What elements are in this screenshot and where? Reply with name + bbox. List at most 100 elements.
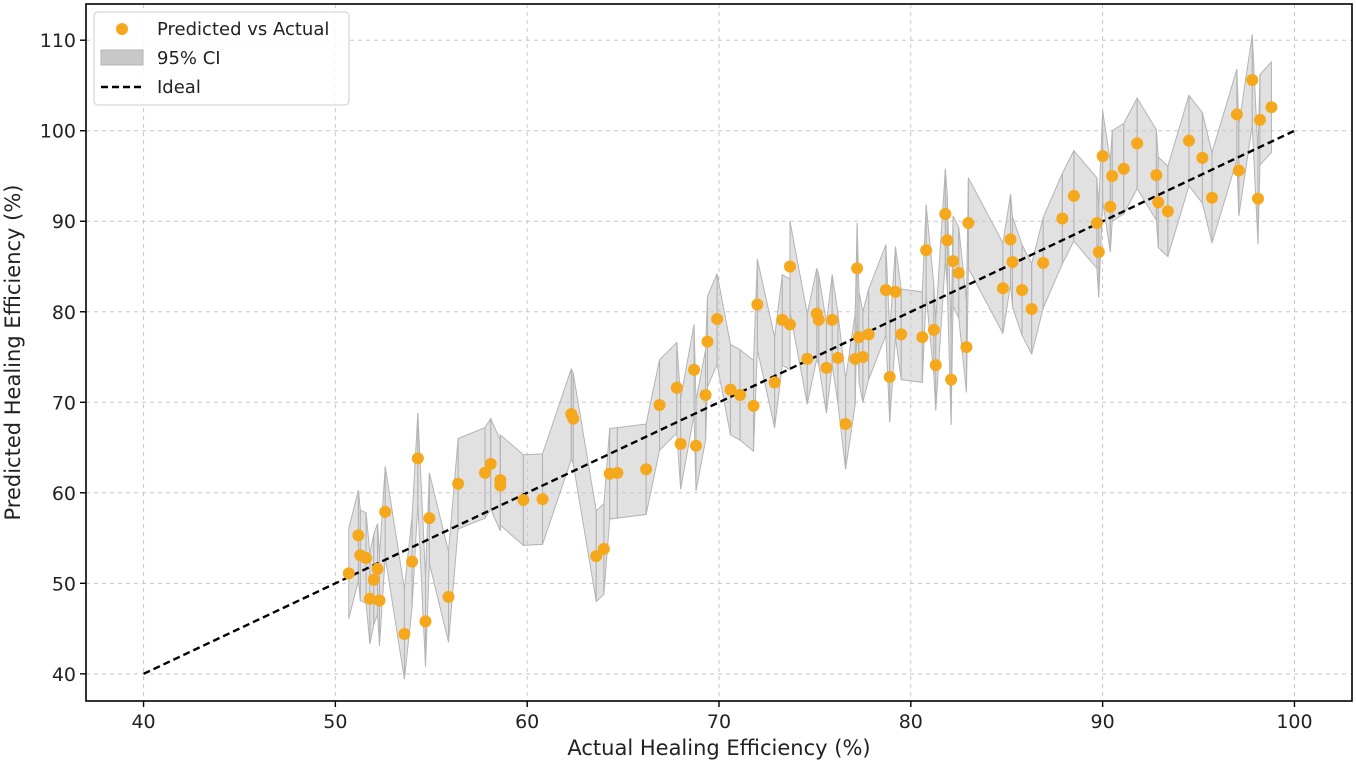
ci-segment-11 bbox=[417, 413, 427, 667]
ideal-line-group bbox=[143, 129, 1295, 675]
ci-segment-82 bbox=[1102, 110, 1111, 253]
ci-segment-23 bbox=[572, 373, 597, 602]
legend-label-ci: 95% CI bbox=[157, 48, 221, 69]
data-point-54 bbox=[853, 331, 866, 344]
data-point-96 bbox=[1252, 192, 1265, 205]
x-tick-label-100: 100 bbox=[1276, 711, 1312, 733]
data-point-73 bbox=[1004, 233, 1017, 246]
axis-ticks: 40 50 60 70 80 90 100 40 50 60 70 80 90 100 110 bbox=[40, 30, 1313, 733]
x-tick-label-60: 60 bbox=[515, 711, 539, 733]
ci-segment-76 bbox=[1031, 217, 1044, 355]
data-point-43 bbox=[783, 318, 796, 331]
data-point-72 bbox=[996, 282, 1009, 295]
legend-label-points: Predicted vs Actual bbox=[157, 19, 329, 40]
data-point-0 bbox=[342, 567, 355, 580]
data-point-68 bbox=[947, 255, 960, 268]
data-point-95 bbox=[1246, 74, 1259, 87]
y-tick-label-60: 60 bbox=[52, 483, 76, 505]
data-point-47 bbox=[812, 313, 825, 326]
ci-segment-49 bbox=[831, 274, 839, 404]
ci-segment-59 bbox=[894, 246, 902, 380]
ci-segment-94 bbox=[1238, 34, 1253, 216]
data-point-86 bbox=[1131, 137, 1144, 150]
data-point-24 bbox=[590, 550, 603, 563]
data-point-12 bbox=[419, 615, 432, 628]
data-point-32 bbox=[688, 363, 701, 376]
ci-segment-71 bbox=[967, 177, 1004, 334]
ci-segment-35 bbox=[706, 273, 718, 388]
ci-segment-58 bbox=[889, 246, 896, 423]
ci-segment-44 bbox=[789, 221, 808, 405]
x-tick-label-90: 90 bbox=[1091, 711, 1115, 733]
ci-segment-56 bbox=[868, 244, 887, 380]
ci-segment-4 bbox=[369, 534, 375, 645]
data-point-44 bbox=[783, 260, 796, 273]
ci-segment-90 bbox=[1188, 93, 1203, 205]
ci-segment-48 bbox=[825, 274, 833, 414]
data-point-16 bbox=[478, 466, 491, 479]
data-point-69 bbox=[952, 266, 965, 279]
x-tick-label-80: 80 bbox=[899, 711, 923, 733]
ci-segment-95 bbox=[1251, 34, 1259, 244]
ci-segment-81 bbox=[1098, 110, 1104, 298]
data-point-57 bbox=[879, 284, 892, 297]
data-point-83 bbox=[1104, 200, 1117, 213]
data-point-74 bbox=[1006, 255, 1019, 268]
ci-segment-15 bbox=[457, 426, 486, 530]
data-point-98 bbox=[1265, 101, 1278, 114]
data-point-90 bbox=[1182, 134, 1195, 147]
x-axis-label: Actual Healing Efficiency (%) bbox=[567, 736, 870, 760]
ci-segment-85 bbox=[1123, 97, 1138, 215]
legend-patch-ci bbox=[100, 49, 144, 66]
x-tick-label-40: 40 bbox=[131, 711, 155, 733]
data-point-92 bbox=[1205, 191, 1218, 204]
data-point-28 bbox=[640, 463, 653, 476]
ci-segment-47 bbox=[818, 274, 827, 414]
y-axis-label: Predicted Healing Efficiency (%) bbox=[1, 185, 25, 521]
y-tick-label-50: 50 bbox=[52, 573, 76, 595]
data-point-93 bbox=[1230, 108, 1243, 121]
data-point-53 bbox=[851, 262, 864, 275]
legend-box bbox=[93, 11, 350, 106]
data-point-8 bbox=[379, 505, 392, 518]
ci-segment-7 bbox=[378, 466, 386, 646]
data-point-9 bbox=[398, 628, 411, 641]
data-point-63 bbox=[927, 323, 940, 336]
x-tick-label-50: 50 bbox=[323, 711, 347, 733]
scatter-points bbox=[342, 74, 1278, 641]
data-point-19 bbox=[494, 474, 507, 487]
data-point-56 bbox=[862, 328, 875, 341]
y-tick-label-80: 80 bbox=[52, 302, 76, 324]
legend-marker-points bbox=[116, 23, 128, 35]
data-point-5 bbox=[367, 573, 380, 586]
data-point-33 bbox=[689, 439, 702, 452]
data-point-17 bbox=[484, 457, 497, 470]
ci-segment-30 bbox=[676, 342, 682, 490]
data-point-48 bbox=[820, 361, 833, 374]
data-point-91 bbox=[1196, 151, 1209, 164]
data-point-10 bbox=[406, 555, 419, 568]
data-point-59 bbox=[889, 285, 902, 298]
data-point-39 bbox=[747, 399, 760, 412]
data-point-75 bbox=[1016, 284, 1029, 297]
data-point-13 bbox=[423, 512, 436, 525]
ci-segment-57 bbox=[885, 244, 891, 423]
ci-segment-36 bbox=[716, 273, 732, 435]
ci-segment-41 bbox=[774, 274, 783, 428]
ci-segment-14 bbox=[448, 438, 459, 643]
data-point-65 bbox=[939, 208, 952, 221]
ci-segment-13 bbox=[428, 472, 450, 643]
data-point-77 bbox=[1037, 256, 1050, 269]
data-point-67 bbox=[945, 373, 958, 386]
data-point-25 bbox=[597, 542, 610, 555]
data-point-49 bbox=[826, 313, 839, 326]
ci-segment-55 bbox=[862, 289, 870, 403]
data-point-3 bbox=[360, 551, 373, 564]
ci-segment-31 bbox=[680, 324, 695, 490]
ci-segment-8 bbox=[384, 466, 405, 680]
ci-segment-29 bbox=[659, 341, 678, 452]
ci-segment-10 bbox=[411, 413, 419, 607]
data-point-29 bbox=[653, 399, 666, 412]
ci-segment-92 bbox=[1211, 69, 1238, 244]
